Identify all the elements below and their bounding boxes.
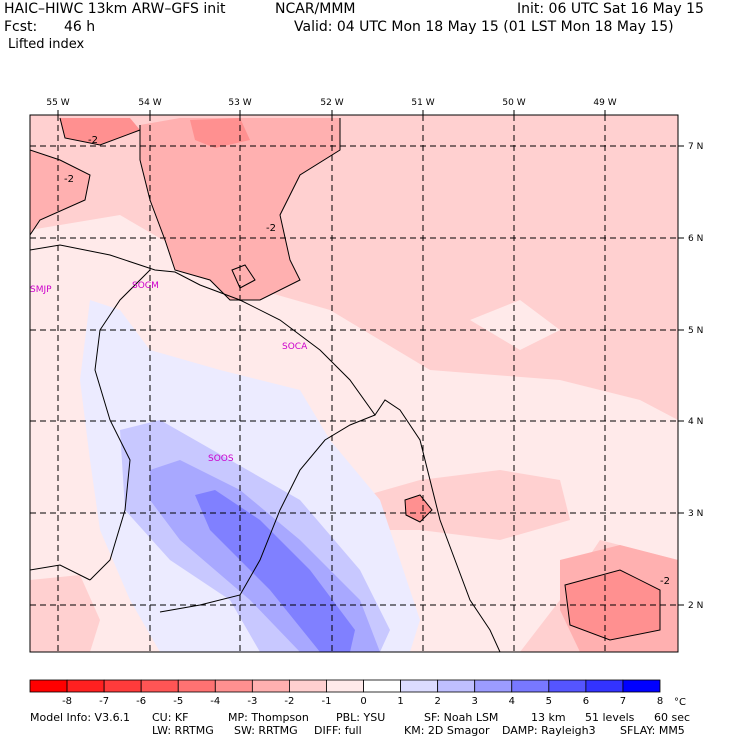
- lat-label: 7 N: [688, 142, 703, 152]
- contour-line: [231, 264, 256, 289]
- model-title: HAIC–HIWC 13km ARW–GFS init: [4, 1, 226, 17]
- contour-label: -2: [266, 223, 276, 234]
- colorbar-swatch: [363, 679, 401, 693]
- colorbar-swatch: [585, 679, 624, 693]
- colorbar-tick-label: 3: [472, 696, 478, 707]
- border-suriname-east: [159, 414, 376, 613]
- colorbar: -8 -7 -6 -5 -4 -3 -2 -1 0 1 2 3 4 5 6 7 8: [29, 679, 663, 707]
- border-suriname-west: [89, 269, 151, 581]
- field-name: Lifted index: [8, 37, 85, 52]
- colorbar-swatch: [511, 679, 550, 693]
- colorbar-tick-label: -1: [321, 696, 331, 707]
- fcst-label: Fcst:: [4, 19, 38, 35]
- colorbar-tick-label: -7: [99, 696, 109, 707]
- lon-label: 49 W: [593, 98, 616, 108]
- lat-label: 6 N: [688, 234, 703, 244]
- footer-resolution: 13 km: [531, 711, 566, 724]
- footer-km: KM: 2D Smagor: [404, 724, 490, 737]
- negative-core-north: [190, 118, 250, 148]
- footer-lw: LW: RRTMG: [152, 724, 214, 737]
- lon-label: 54 W: [138, 98, 161, 108]
- colorbar-swatch: [140, 679, 179, 693]
- footer-timestep: 60 sec: [654, 711, 691, 724]
- colorbar-unit: °C: [674, 697, 686, 708]
- contour-line: [139, 118, 341, 301]
- colorbar-swatch: [29, 679, 68, 693]
- lon-label: 51 W: [411, 98, 434, 108]
- colorbar-tick-label: -5: [173, 696, 183, 707]
- footer-cu: CU: KF: [152, 711, 189, 724]
- footer-damp: DAMP: Rayleigh3: [502, 724, 596, 737]
- fcst-hours: 46 h: [64, 19, 96, 35]
- footer-model-info: Model Info: V3.6.1: [30, 711, 131, 724]
- colorbar-swatch: [251, 679, 290, 693]
- colorbar-tick-label: 6: [583, 696, 589, 707]
- colorbar-swatch: [66, 679, 105, 693]
- station-soos: SOOS: [208, 454, 234, 464]
- negative-core-northwest: [60, 118, 140, 145]
- footer-sflay: SFLAY: MM5: [620, 724, 685, 737]
- contour-line: [30, 149, 91, 236]
- colorbar-tick-label: -8: [62, 696, 72, 707]
- init-time: Init: 06 UTC Sat 16 May 15: [517, 1, 704, 17]
- footer-mp: MP: Thompson: [228, 711, 309, 724]
- colorbar-swatch: [214, 679, 253, 693]
- near-zero-patch: [470, 300, 560, 350]
- contour-label: -2: [88, 135, 98, 146]
- footer-levels: 51 levels: [585, 711, 635, 724]
- lat-label: 3 N: [688, 509, 703, 519]
- center-label: NCAR/MMM: [275, 1, 356, 17]
- footer-pbl: PBL: YSU: [336, 711, 386, 724]
- negative-region-northwest: [30, 150, 90, 235]
- colorbar-swatch: [474, 679, 513, 693]
- colorbar-tick-label: 2: [434, 696, 440, 707]
- lat-label: 5 N: [688, 326, 703, 336]
- colorbar-tick-label: -2: [284, 696, 294, 707]
- contour-line: [564, 569, 661, 641]
- station-socm: SOCM: [132, 281, 159, 291]
- colorbar-tick-label: 7: [620, 696, 626, 707]
- colorbar-tick-label: 8: [657, 696, 663, 707]
- colorbar-tick-label: 1: [397, 696, 403, 707]
- lon-label: 55 W: [46, 98, 69, 108]
- station-smjp: SMJP: [30, 285, 52, 295]
- colorbar-tick-label: 0: [360, 696, 366, 707]
- colorbar-tick-label: -4: [210, 696, 220, 707]
- footer-sf: SF: Noah LSM: [424, 711, 499, 724]
- contour-label: -2: [660, 576, 670, 587]
- contour-line: [59, 117, 141, 146]
- colorbar-swatch: [400, 679, 439, 693]
- station-soca: SOCA: [282, 342, 308, 352]
- valid-time: Valid: 04 UTC Mon 18 May 15 (01 LST Mon …: [294, 19, 674, 35]
- colorbar-swatch: [548, 679, 587, 693]
- colorbar-swatch: [437, 679, 476, 693]
- colorbar-tick-label: -6: [136, 696, 146, 707]
- footer-diff: DIFF: full: [314, 724, 362, 737]
- light-pink-patch: [350, 470, 570, 540]
- colorbar-swatch: [177, 679, 216, 693]
- lon-label: 53 W: [228, 98, 251, 108]
- colorbar-swatch: [103, 679, 142, 693]
- colorbar-swatch: [622, 679, 661, 693]
- lon-label: 52 W: [320, 98, 343, 108]
- border-south-west: [30, 564, 91, 581]
- positive-core: [195, 490, 355, 652]
- colorbar-swatch: [289, 679, 327, 693]
- lat-label: 2 N: [688, 601, 703, 611]
- colorbar-tick-label: -3: [247, 696, 257, 707]
- footer-sw: SW: RRTMG: [234, 724, 298, 737]
- map-frame: [29, 114, 679, 653]
- colorbar-tick-label: 4: [509, 696, 515, 707]
- colorbar-tick-label: 5: [546, 696, 552, 707]
- lon-label: 50 W: [502, 98, 525, 108]
- contour-label: -2: [64, 174, 74, 185]
- coastline: [30, 244, 501, 652]
- colorbar-swatch: [326, 679, 364, 693]
- pink-patch-southwest: [30, 575, 100, 652]
- lat-label: 4 N: [688, 417, 703, 427]
